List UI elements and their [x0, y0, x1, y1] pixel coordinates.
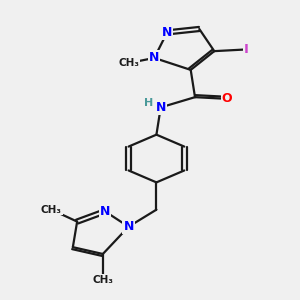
Text: CH₃: CH₃ — [92, 274, 113, 284]
Text: N: N — [100, 205, 110, 218]
Text: N: N — [162, 26, 172, 39]
Text: CH₃: CH₃ — [41, 205, 62, 215]
Text: I: I — [244, 43, 249, 56]
Text: N: N — [123, 220, 134, 233]
Text: O: O — [222, 92, 232, 105]
Text: N: N — [149, 52, 160, 64]
Text: N: N — [155, 101, 166, 114]
Text: CH₃: CH₃ — [118, 58, 139, 68]
Text: H: H — [144, 98, 153, 108]
